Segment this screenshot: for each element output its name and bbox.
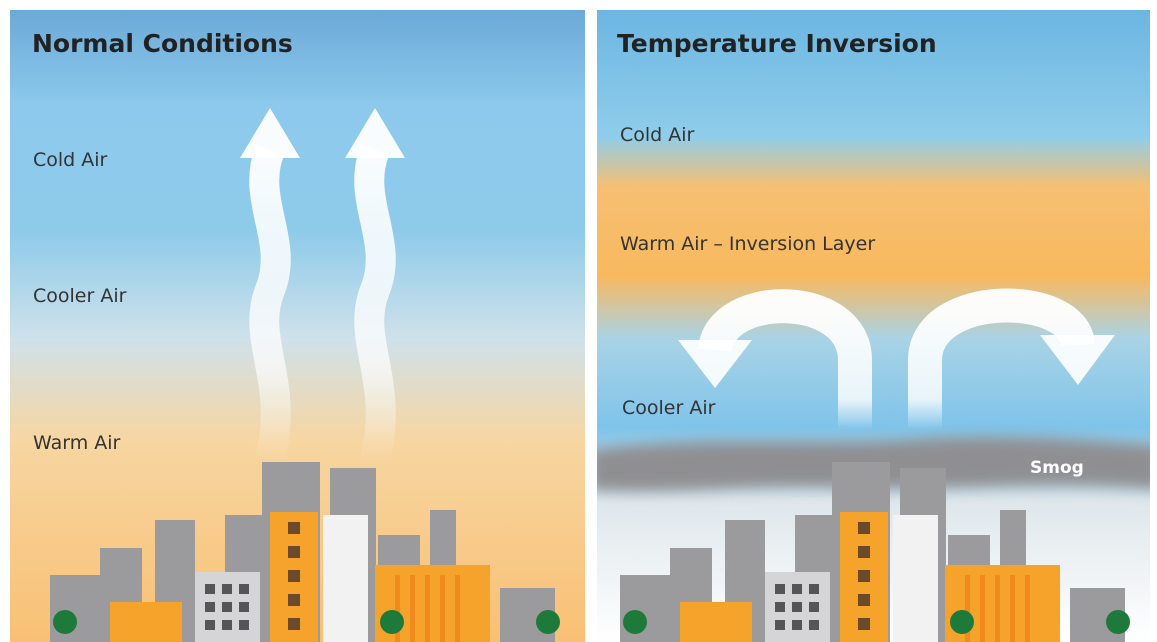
normal-panel — [10, 10, 585, 642]
air-label: Cooler Air — [33, 285, 127, 307]
smog-label: Smog — [1030, 458, 1084, 478]
air-label: Warm Air — [33, 432, 121, 454]
panel-title: Temperature Inversion — [617, 29, 937, 58]
panel-title: Normal Conditions — [32, 29, 293, 58]
air-label: Cold Air — [620, 124, 695, 146]
air-label: Cooler Air — [622, 397, 716, 419]
air-label: Warm Air – Inversion Layer — [620, 233, 875, 255]
inversion-panel — [597, 10, 1150, 642]
air-label: Cold Air — [33, 149, 108, 171]
